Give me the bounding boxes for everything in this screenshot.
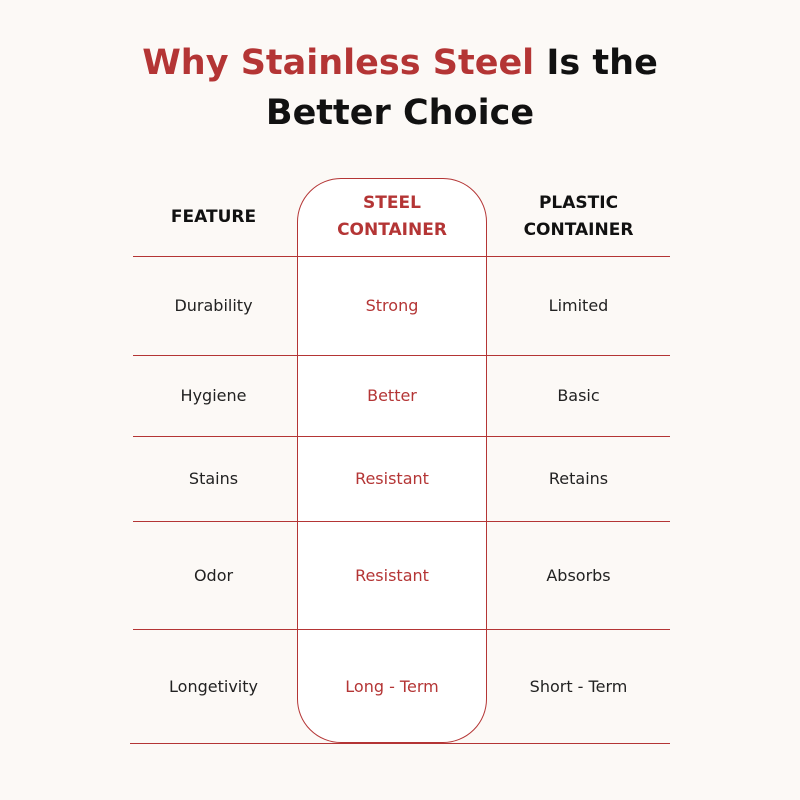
row-divider: [133, 629, 670, 630]
header-text: STEEL CONTAINER: [337, 193, 447, 240]
table-cell: Basic: [557, 386, 600, 405]
row-divider: [130, 743, 670, 744]
title-line: Better Choice: [0, 88, 800, 138]
row-divider: [133, 436, 670, 437]
title-line: Why Stainless Steel Is the: [0, 38, 800, 88]
table-cell: Odor: [193, 565, 234, 585]
header-cell: PLASTIC CONTAINER: [487, 178, 670, 256]
header-cell: STEEL CONTAINER: [297, 178, 487, 256]
table-cell: Resistant: [355, 469, 429, 488]
table-cell: Absorbs: [546, 565, 611, 585]
title-part: Why Stainless Steel: [142, 43, 535, 83]
table-cell: Durability: [174, 296, 253, 315]
header-text: PLASTIC CONTAINER: [523, 193, 634, 240]
title-part: Better Choice: [265, 93, 535, 133]
header-text: FEATURE: [170, 206, 257, 227]
row-divider: [133, 521, 670, 522]
header-cell: FEATURE: [130, 178, 297, 256]
table-cell: Retains: [548, 469, 609, 488]
row-divider: [133, 355, 670, 356]
table-cell: Longetivity: [169, 676, 258, 696]
title: Why Stainless Steel Is the Better Choice: [0, 38, 800, 138]
table-cell: Better: [367, 386, 417, 405]
table-cell: Short - Term: [529, 676, 628, 696]
table-cell: Strong: [365, 296, 419, 315]
row-divider: [133, 256, 670, 257]
table-cell: Stains: [188, 469, 239, 488]
table-cell: Resistant: [355, 565, 429, 585]
table-cell: Hygiene: [180, 386, 247, 405]
title-part: Is the: [546, 43, 658, 83]
table-cell: Limited: [548, 296, 609, 315]
table-cell: Long - Term: [345, 676, 439, 696]
highlight-column: [297, 178, 487, 743]
